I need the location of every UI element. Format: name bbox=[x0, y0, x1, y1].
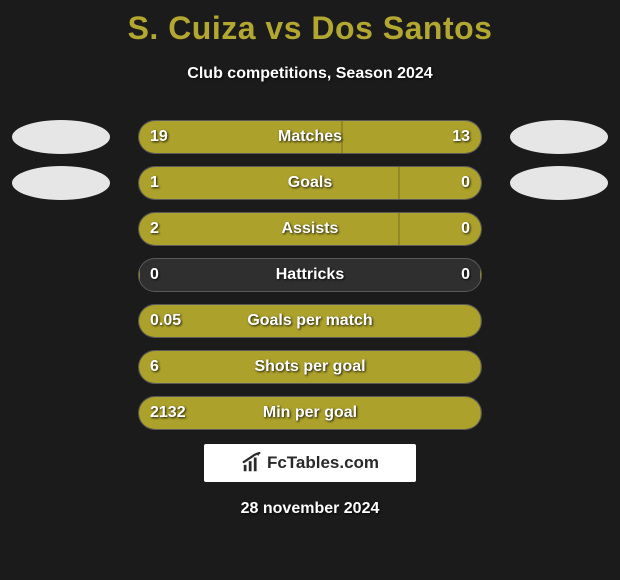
bar-track bbox=[138, 396, 482, 430]
bar-left-fill bbox=[139, 213, 399, 245]
stat-row: 0.05Goals per match bbox=[0, 304, 620, 338]
player-avatar-left bbox=[12, 120, 110, 154]
bar-left-fill bbox=[139, 259, 140, 291]
stat-row: 19Matches13 bbox=[0, 120, 620, 154]
player-avatar-right bbox=[510, 120, 608, 154]
bar-right-fill bbox=[480, 305, 481, 337]
player-avatar-left bbox=[12, 166, 110, 200]
logo-text: FcTables.com bbox=[267, 453, 379, 473]
stats-container: 19Matches13 1Goals0 2Assists0 0Hattricks0 0.… bbox=[0, 120, 620, 442]
bar-left-fill bbox=[139, 167, 399, 199]
bar-track bbox=[138, 212, 482, 246]
stat-row: 6Shots per goal bbox=[0, 350, 620, 384]
bar-track bbox=[138, 166, 482, 200]
bar-right-fill bbox=[480, 351, 481, 383]
bar-left-fill bbox=[139, 121, 342, 153]
bar-right-fill bbox=[480, 259, 481, 291]
player-avatar-right bbox=[510, 166, 608, 200]
bar-track bbox=[138, 350, 482, 384]
subtitle: Club competitions, Season 2024 bbox=[0, 65, 620, 83]
stat-row: 2132Min per goal bbox=[0, 396, 620, 430]
bar-track bbox=[138, 258, 482, 292]
bar-left-fill bbox=[139, 351, 481, 383]
stat-row: 0Hattricks0 bbox=[0, 258, 620, 292]
bar-track bbox=[138, 120, 482, 154]
chart-icon bbox=[241, 452, 263, 474]
stat-row: 1Goals0 bbox=[0, 166, 620, 200]
bar-left-fill bbox=[139, 305, 481, 337]
bar-left-fill bbox=[139, 397, 481, 429]
bar-right-fill bbox=[480, 397, 481, 429]
stat-row: 2Assists0 bbox=[0, 212, 620, 246]
bar-track bbox=[138, 304, 482, 338]
bar-right-fill bbox=[342, 121, 481, 153]
date-label: 28 november 2024 bbox=[0, 500, 620, 518]
page-title: S. Cuiza vs Dos Santos bbox=[0, 0, 620, 47]
bar-right-fill bbox=[399, 213, 481, 245]
bar-right-fill bbox=[399, 167, 481, 199]
logo-badge: FcTables.com bbox=[204, 444, 416, 482]
